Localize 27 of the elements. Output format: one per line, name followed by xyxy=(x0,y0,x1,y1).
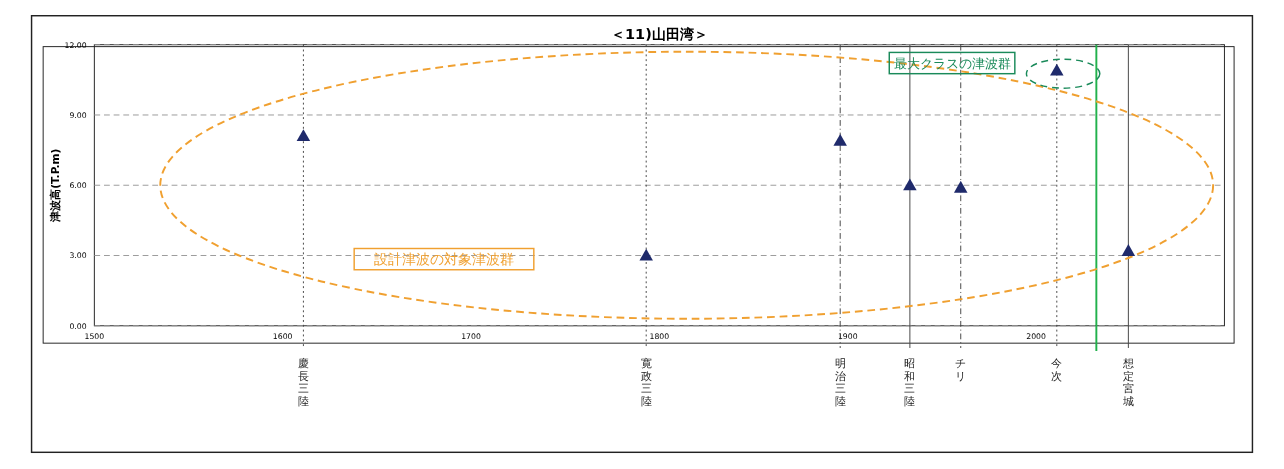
y-tick-label: 0.00 xyxy=(69,321,87,331)
ref-line-label: 想定宮城 xyxy=(1121,357,1134,408)
point xyxy=(1050,63,1064,76)
ref-line-label: 明治三陸 xyxy=(834,357,846,408)
x-tick-label: 1800 xyxy=(649,332,670,342)
annotation: 設計津波の対象津波群 xyxy=(373,250,514,267)
chart-title: ＜11)山田湾＞ xyxy=(611,25,708,42)
ref-line-label: 慶長三陸 xyxy=(297,357,309,408)
ref-line-label: 寛政三陸 xyxy=(640,357,652,408)
y-axis-title: 津波高(T.P.m) xyxy=(48,148,62,223)
x-tick-label: 1600 xyxy=(272,332,293,342)
x-tick-label: 1700 xyxy=(461,332,481,342)
ref-line-label: 昭和三陸 xyxy=(904,357,916,408)
point xyxy=(903,178,917,191)
y-tick-label: 6.00 xyxy=(69,181,87,191)
x-tick-label: 1900 xyxy=(837,332,858,342)
x-tick-label: 2000 xyxy=(1026,332,1046,342)
point xyxy=(1121,244,1136,256)
ref-line-label: チリ xyxy=(955,357,967,383)
point xyxy=(833,133,847,146)
y-tick-label: 3.00 xyxy=(69,251,87,261)
x-tick-label: 1500 xyxy=(84,332,105,342)
ref-line-label: 今次 xyxy=(1051,357,1063,383)
y-tick-label: 9.00 xyxy=(69,110,87,120)
point xyxy=(296,129,311,142)
point xyxy=(953,180,968,193)
point xyxy=(639,248,653,261)
